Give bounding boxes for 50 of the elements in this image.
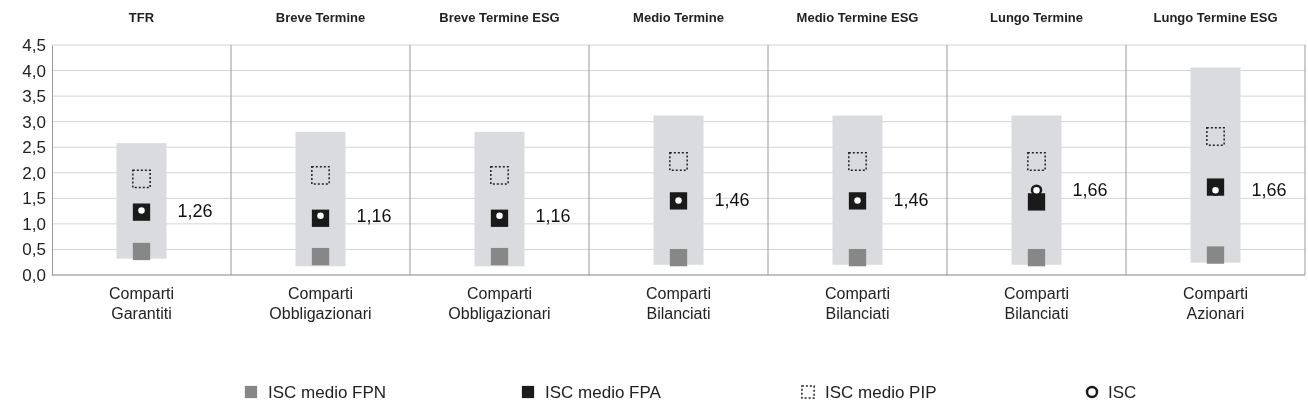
y-tick-label: 3,0 <box>22 112 46 132</box>
y-tick-label: 4,0 <box>22 61 46 81</box>
point <box>848 152 867 171</box>
point <box>1027 193 1046 211</box>
point <box>311 165 330 185</box>
x-tick-label: Comparti Bilanciati <box>1004 285 1069 322</box>
text: TFR <box>128 10 155 25</box>
data-label: 1,26 <box>177 200 213 221</box>
point <box>132 242 151 261</box>
data-label: 1,16 <box>356 205 392 226</box>
x-tick-label: Comparti Garantiti <box>109 285 174 322</box>
y-tick-label: 0,0 <box>22 265 46 285</box>
y-tick-label: 1,5 <box>22 189 46 209</box>
legend-label: ISC medio PIP <box>825 383 937 402</box>
text: Lungo Termine <box>990 10 1083 25</box>
x-tick-label: Comparti Obbligazionari <box>448 285 551 322</box>
data-label: 1,66 <box>1072 180 1108 201</box>
x-tick-label: Comparti Bilanciati <box>825 285 890 322</box>
data-label: 1,16 <box>535 205 571 226</box>
point <box>1027 152 1046 171</box>
x-tick-label: Comparti Bilanciati <box>646 285 711 322</box>
legend-label: ISC medio FPN <box>268 383 387 402</box>
x-tick-label: Comparti Azionari <box>1183 285 1248 322</box>
legend-label: ISC medio FPA <box>545 383 662 402</box>
point <box>1206 127 1225 146</box>
point <box>1027 248 1046 267</box>
point <box>490 247 509 266</box>
y-tick-label: 4,5 <box>22 35 46 55</box>
y-tick-label: 1,0 <box>22 214 46 234</box>
x-tick-label: Comparti Obbligazionari <box>269 285 372 322</box>
point <box>490 165 509 185</box>
point <box>848 248 867 267</box>
point <box>669 152 688 171</box>
point <box>132 169 151 189</box>
point <box>1206 246 1225 264</box>
y-tick-label: 2,0 <box>22 163 46 183</box>
y-tick-label: 3,5 <box>22 87 46 107</box>
text: Medio Termine <box>633 10 724 25</box>
text: Lungo Termine ESG <box>1153 10 1278 25</box>
data-label: 1,46 <box>893 190 929 211</box>
text: Medio Termine ESG <box>796 10 919 25</box>
text: Breve Termine <box>275 10 366 25</box>
data-label: 1,66 <box>1251 180 1287 201</box>
text: Breve Termine ESG <box>439 10 560 25</box>
legend-label: ISC <box>1108 383 1137 402</box>
data-label: 1,46 <box>714 190 750 211</box>
y-tick-label: 2,5 <box>22 138 46 158</box>
point <box>669 248 688 267</box>
point <box>311 247 330 266</box>
y-tick-label: 0,5 <box>22 240 46 260</box>
